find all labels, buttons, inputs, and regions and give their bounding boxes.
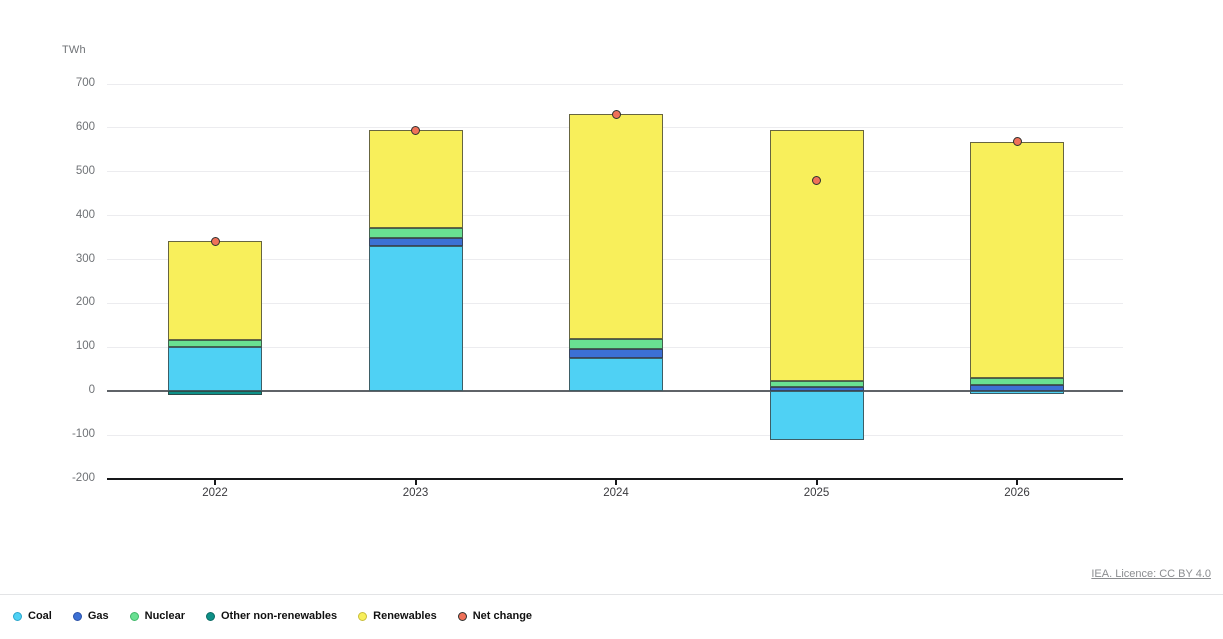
legend-item-gas[interactable]: Gas: [72, 610, 109, 622]
y-axis-tick-label: 700: [75, 77, 95, 89]
bar-segment-renewables-2024[interactable]: [569, 114, 663, 339]
net-change-dot-2026[interactable]: [1012, 137, 1022, 147]
legend-label: Renewables: [373, 610, 437, 622]
x-axis-label-2026: 2026: [1004, 487, 1030, 499]
legend-item-nuclear[interactable]: Nuclear: [129, 610, 185, 622]
bar-segment-renewables-2025[interactable]: [769, 129, 864, 382]
y-axis-tick-label: -100: [71, 428, 95, 441]
bar-segment-coal-2023[interactable]: [368, 246, 463, 392]
x-axis-tick: [414, 480, 417, 485]
bar-segment-nuclear-2023[interactable]: [368, 227, 463, 239]
y-axis-tick-label: 100: [75, 340, 95, 353]
y-axis-tick-label: -200: [71, 472, 95, 484]
chart-legend: Coal Gas Nuclear Other non-renewables Renewa…: [13, 610, 532, 622]
bar-segment-coal-2024[interactable]: [569, 358, 663, 392]
bar-segment-gas-2025[interactable]: [769, 387, 864, 392]
footer-divider: [0, 594, 1223, 595]
x-axis-tick: [214, 480, 216, 485]
legend-label: Other non-renewables: [221, 610, 338, 622]
legend-swatch-coal: [13, 611, 22, 621]
x-axis-tick: [1016, 480, 1018, 485]
legend-item-renewables[interactable]: Renewables: [358, 610, 437, 622]
legend-swatch-net-change: [457, 611, 467, 621]
legend-swatch-renewables: [358, 611, 368, 621]
bar-segment-coal-2025[interactable]: [769, 391, 864, 441]
net-change-dot-2023[interactable]: [411, 125, 420, 135]
legend-swatch-gas: [72, 611, 82, 621]
legend-swatch-nuclear: [129, 611, 139, 621]
bar-segment-gas-2023[interactable]: [368, 238, 463, 247]
net-change-dot-2024[interactable]: [611, 109, 621, 119]
licence-link[interactable]: IEA. Licence: CC BY 4.0: [1091, 568, 1211, 580]
x-axis-label-2025: 2025: [803, 487, 830, 499]
x-axis-label-2023: 2023: [402, 487, 429, 499]
legend-label: Gas: [87, 610, 109, 622]
bar-segment-renewables-2026[interactable]: [970, 141, 1064, 379]
legend-label: Coal: [28, 610, 52, 622]
legend-label: Net change: [472, 610, 533, 622]
footer: IEA. Licence: CC BY 4.0: [1091, 564, 1211, 582]
bar-segment-other-non-renewables-2022[interactable]: [168, 391, 262, 396]
bar-segment-gas-2024[interactable]: [569, 349, 663, 359]
legend-item-net-change[interactable]: Net change: [457, 610, 533, 622]
bar-segment-gas-2026[interactable]: [970, 385, 1064, 392]
bar-segment-nuclear-2022[interactable]: [168, 339, 262, 348]
y-axis-tick-label: 0: [88, 384, 95, 397]
legend-swatch-other-non-renewables: [206, 611, 215, 621]
y-axis-tick-label: 500: [75, 164, 95, 177]
net-change-dot-2022[interactable]: [210, 236, 220, 246]
net-change-dot-2025[interactable]: [812, 175, 821, 185]
bar-segment-renewables-2023[interactable]: [368, 129, 463, 228]
y-axis-tick-label: 600: [75, 120, 95, 133]
gridline: [107, 83, 1123, 85]
gridline: [107, 434, 1123, 436]
bar-segment-nuclear-2025[interactable]: [769, 381, 864, 388]
x-axis-label-2022: 2022: [202, 487, 228, 499]
x-axis-tick: [815, 480, 818, 485]
bar-segment-coal-2026[interactable]: [970, 391, 1064, 394]
legend-item-coal[interactable]: Coal: [13, 610, 52, 622]
bar-segment-renewables-2022[interactable]: [168, 240, 262, 340]
y-axis-tick-label: 200: [75, 296, 95, 309]
legend-label: Nuclear: [144, 610, 185, 622]
bar-segment-coal-2022[interactable]: [168, 347, 262, 392]
y-axis-unit-label: TWh: [62, 44, 86, 56]
zero-line: [107, 390, 1123, 393]
legend-item-other-non-renewables[interactable]: Other non-renewables: [206, 610, 337, 622]
x-axis-line: [107, 478, 1123, 480]
x-axis-tick: [615, 480, 617, 485]
x-axis-label-2024: 2024: [603, 487, 629, 499]
y-axis-tick-label: 400: [75, 208, 95, 221]
y-axis-tick-label: 300: [75, 252, 95, 265]
bar-segment-nuclear-2026[interactable]: [970, 378, 1064, 386]
bar-segment-nuclear-2024[interactable]: [569, 338, 663, 350]
